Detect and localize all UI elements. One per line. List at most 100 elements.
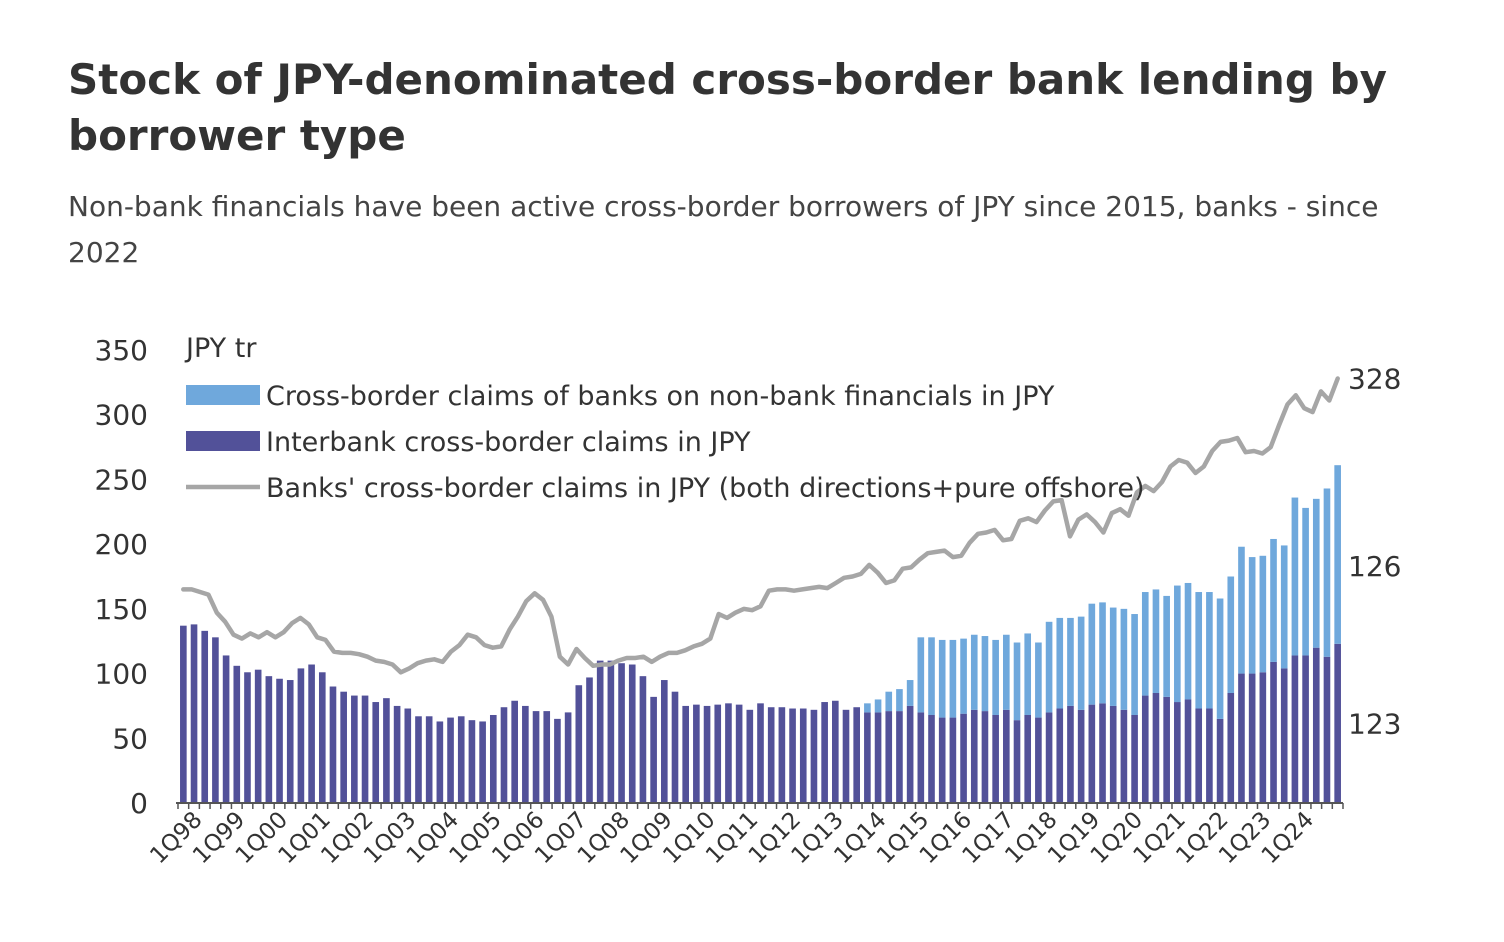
bar-interbank [1323, 656, 1331, 803]
bar-interbank [415, 716, 422, 803]
bar-interbank [596, 660, 604, 803]
bar-interbank [1248, 673, 1256, 803]
bar-interbank [1163, 696, 1170, 803]
bar-interbank [810, 709, 818, 803]
bar-nonbank [1174, 585, 1181, 703]
legend-interbank-label: Interbank cross-border claims in JPY [266, 427, 751, 458]
bar-nonbank [864, 703, 871, 713]
bar-nonbank [960, 638, 967, 714]
y-tick-label: 50 [112, 722, 148, 755]
bar-interbank [906, 705, 914, 803]
bar-interbank [1334, 643, 1341, 803]
bar-interbank [1227, 692, 1235, 803]
y-tick-label: 250 [95, 463, 148, 496]
bar-interbank [1120, 709, 1128, 803]
bar-interbank [821, 702, 828, 803]
x-axis [176, 802, 1344, 809]
bar-interbank [297, 668, 305, 803]
bar-interbank [308, 664, 315, 803]
bar-interbank [447, 717, 454, 803]
bar-nonbank [1120, 608, 1128, 710]
end-value-label: 123 [1348, 707, 1401, 740]
bar-interbank [1184, 699, 1192, 803]
bar-nonbank [906, 680, 914, 706]
bar-interbank [981, 711, 989, 803]
end-value-label: 126 [1348, 550, 1401, 583]
bar-interbank [639, 676, 647, 803]
bar-interbank [874, 712, 882, 803]
bar-interbank [607, 660, 615, 803]
bar-interbank [265, 676, 273, 803]
y-tick-label: 150 [95, 593, 148, 626]
bar-interbank [735, 704, 743, 803]
bar-interbank [212, 637, 219, 803]
bar-nonbank [949, 639, 957, 718]
bar-nonbank [1259, 555, 1267, 673]
legend-total-label: Banks' cross-border claims in JPY (both … [266, 473, 1145, 504]
bar-nonbank [938, 639, 946, 718]
bar-interbank [885, 711, 893, 803]
bar-nonbank [1216, 598, 1224, 719]
bar-interbank [1238, 673, 1245, 803]
bar-interbank [361, 695, 369, 803]
bar-interbank [1216, 718, 1224, 803]
bar-nonbank [1302, 507, 1309, 656]
bar-nonbank [1163, 595, 1170, 697]
bar-interbank [318, 672, 326, 803]
bar-interbank [917, 712, 925, 803]
bar-nonbank [1248, 557, 1256, 674]
chart-title: Stock of JPY-denominated cross-border ba… [68, 55, 1387, 160]
bar-interbank [1077, 709, 1085, 803]
bar-nonbank [1334, 465, 1341, 644]
bar-interbank [1270, 661, 1277, 803]
bar-interbank [1291, 655, 1299, 803]
bar-nonbank [917, 637, 925, 713]
bar-interbank [554, 718, 561, 803]
bar-interbank [832, 700, 839, 803]
bar-nonbank [1206, 592, 1213, 709]
bar-nonbank [1131, 614, 1138, 715]
bar-interbank [938, 717, 946, 803]
bar-nonbank [885, 691, 893, 712]
bar-interbank [340, 691, 347, 803]
bar-interbank [682, 705, 689, 803]
bar-interbank [960, 713, 967, 803]
bar-interbank [276, 678, 283, 803]
bar-nonbank [1312, 498, 1320, 648]
bar-interbank [511, 700, 518, 803]
bar-nonbank [1013, 642, 1021, 721]
bar-interbank [1035, 717, 1042, 803]
bar-interbank [628, 664, 636, 803]
legend-interbank-swatch [186, 431, 260, 451]
bar-interbank [1024, 714, 1032, 803]
bar-interbank [372, 702, 380, 803]
bar-interbank [404, 708, 412, 803]
bar-interbank [1174, 702, 1181, 803]
bar-interbank [329, 686, 337, 803]
bar-interbank [233, 665, 241, 803]
bar-interbank [778, 707, 786, 803]
bar-interbank [1195, 708, 1203, 803]
bar-interbank [618, 663, 625, 803]
bar-nonbank [1035, 642, 1042, 718]
bar-nonbank [1056, 617, 1064, 709]
bar-interbank [1003, 709, 1010, 803]
bar-interbank [1302, 655, 1309, 803]
bar-interbank [457, 716, 465, 803]
bar-interbank [992, 714, 999, 803]
chart-subtitle: Non-bank financials have been active cro… [68, 190, 1379, 269]
bar-interbank [1013, 720, 1021, 803]
bar-interbank [853, 707, 861, 803]
bar-interbank [532, 711, 540, 803]
y-tick-label: 200 [95, 528, 148, 561]
bar-interbank [201, 630, 209, 803]
bar-nonbank [1270, 538, 1277, 662]
bar-interbank [928, 714, 935, 803]
y-tick-label: 0 [130, 787, 148, 820]
bar-interbank [746, 709, 754, 803]
bar-interbank [725, 703, 732, 803]
bar-interbank [543, 711, 551, 803]
bar-interbank [564, 712, 572, 803]
bar-interbank [714, 704, 722, 803]
bar-nonbank [1195, 592, 1203, 709]
